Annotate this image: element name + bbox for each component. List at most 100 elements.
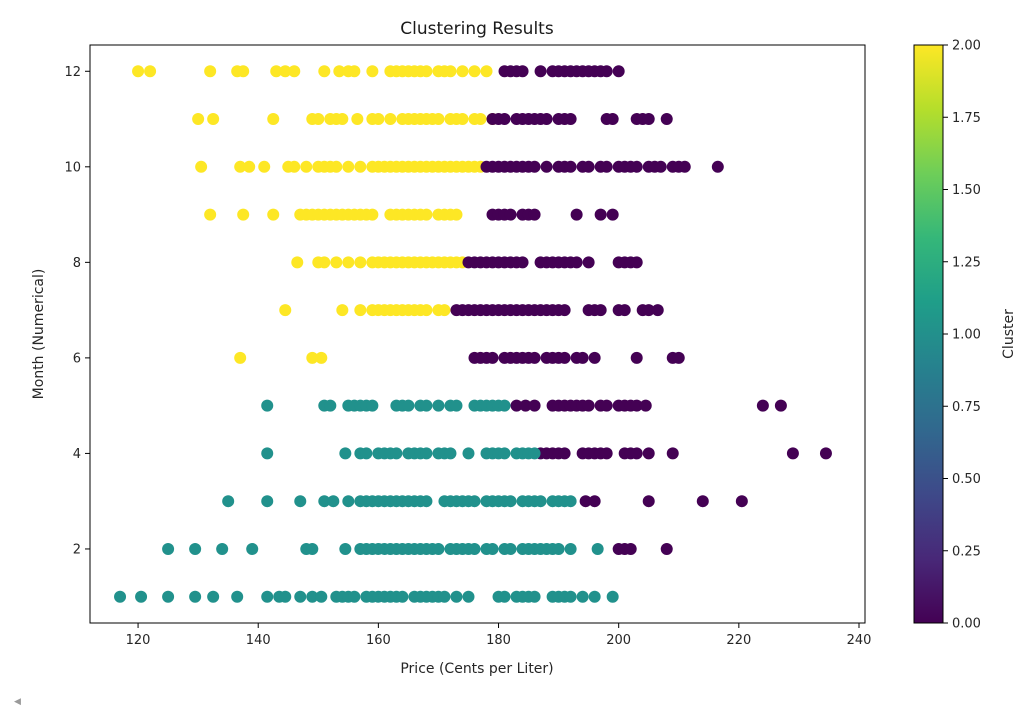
data-point-cluster-1: [306, 590, 319, 603]
data-point-cluster-1: [591, 542, 604, 555]
data-point-cluster-2: [336, 113, 349, 126]
data-point-cluster-2: [456, 113, 469, 126]
colorbar: 0.00 0.25 0.50 0.75 1.00 1.25 1.50 1.75 2.00 Clu…: [913, 39, 1017, 632]
data-point-cluster-0: [606, 113, 619, 126]
data-point-cluster-1: [402, 399, 415, 412]
data-point-cluster-1: [261, 590, 274, 603]
x-tick-label: 200: [606, 633, 631, 648]
data-point-cluster-1: [420, 399, 433, 412]
data-point-cluster-2: [267, 113, 280, 126]
data-point-cluster-0: [630, 160, 643, 173]
scroll-left-icon[interactable]: ◀: [14, 697, 21, 707]
data-point-cluster-1: [327, 495, 340, 508]
data-point-cluster-0: [660, 113, 673, 126]
data-point-cluster-1: [246, 542, 259, 555]
data-point-cluster-1: [504, 495, 517, 508]
data-point-cluster-0: [678, 160, 691, 173]
data-point-cluster-2: [312, 113, 325, 126]
x-tick-label: 180: [486, 633, 511, 648]
data-point-cluster-0: [528, 208, 541, 221]
data-point-cluster-1: [432, 542, 445, 555]
data-point-cluster-2: [204, 208, 217, 221]
data-point-cluster-0: [642, 304, 655, 317]
data-point-cluster-1: [576, 590, 589, 603]
x-axis: 120 140 160 180 200 220 240: [126, 623, 872, 648]
data-point-cluster-2: [234, 160, 247, 173]
data-point-cluster-1: [450, 590, 463, 603]
data-point-cluster-0: [510, 399, 523, 412]
data-point-cluster-0: [819, 447, 832, 460]
data-point-cluster-1: [504, 542, 517, 555]
data-point-cluster-0: [672, 351, 685, 364]
data-point-cluster-2: [420, 208, 433, 221]
data-point-cluster-2: [342, 160, 355, 173]
data-point-cluster-2: [288, 160, 301, 173]
data-point-cluster-2: [366, 208, 379, 221]
data-point-cluster-2: [450, 208, 463, 221]
data-point-cluster-2: [279, 304, 292, 317]
data-point-cluster-0: [558, 447, 571, 460]
data-point-cluster-2: [474, 113, 487, 126]
data-point-cluster-1: [606, 590, 619, 603]
data-point-cluster-2: [444, 65, 457, 78]
y-tick-label: 6: [73, 351, 81, 366]
data-point-cluster-2: [432, 113, 445, 126]
data-point-cluster-0: [630, 351, 643, 364]
data-point-cluster-2: [336, 304, 349, 317]
x-tick-label: 120: [126, 633, 151, 648]
data-point-cluster-2: [330, 256, 343, 269]
data-point-cluster-2: [456, 65, 469, 78]
y-tick-label: 10: [64, 160, 81, 175]
data-point-cluster-0: [606, 208, 619, 221]
colorbar-tick-label: 1.00: [952, 328, 981, 343]
data-point-cluster-2: [237, 208, 250, 221]
data-point-cluster-0: [774, 399, 787, 412]
data-point-cluster-1: [348, 590, 361, 603]
data-point-cluster-2: [195, 160, 208, 173]
data-point-cluster-0: [630, 256, 643, 269]
colorbar-tick-label: 0.75: [952, 400, 981, 415]
data-point-cluster-0: [711, 160, 724, 173]
data-point-cluster-0: [582, 399, 595, 412]
data-point-cluster-0: [612, 65, 625, 78]
x-tick-label: 240: [847, 633, 872, 648]
data-point-cluster-0: [600, 65, 613, 78]
data-point-cluster-1: [342, 495, 355, 508]
data-point-cluster-0: [696, 495, 709, 508]
y-tick-label: 2: [73, 542, 81, 557]
data-point-cluster-0: [594, 304, 607, 317]
data-point-cluster-0: [540, 113, 553, 126]
data-point-cluster-1: [366, 399, 379, 412]
data-point-cluster-1: [564, 495, 577, 508]
data-point-cluster-1: [498, 447, 511, 460]
x-tick-label: 140: [246, 633, 271, 648]
data-point-cluster-0: [756, 399, 769, 412]
data-point-cluster-0: [630, 447, 643, 460]
data-point-cluster-2: [372, 113, 385, 126]
data-point-cluster-0: [519, 399, 532, 412]
data-point-cluster-2: [315, 351, 328, 364]
data-point-cluster-1: [420, 495, 433, 508]
colorbar-tick-label: 0.25: [952, 544, 981, 559]
data-point-cluster-2: [468, 65, 481, 78]
data-point-cluster-0: [570, 256, 583, 269]
data-point-cluster-2: [366, 65, 379, 78]
data-point-cluster-2: [348, 65, 361, 78]
data-point-cluster-1: [114, 590, 127, 603]
data-point-cluster-0: [786, 447, 799, 460]
data-point-cluster-1: [294, 590, 307, 603]
data-point-cluster-0: [582, 160, 595, 173]
data-point-cluster-2: [267, 208, 280, 221]
colorbar-gradient: [913, 44, 944, 624]
data-point-cluster-1: [162, 590, 175, 603]
data-point-cluster-0: [600, 399, 613, 412]
data-point-cluster-0: [639, 399, 652, 412]
x-tick-label: 160: [366, 633, 391, 648]
data-point-cluster-1: [318, 495, 331, 508]
data-point-cluster-0: [642, 495, 655, 508]
data-point-cluster-1: [135, 590, 148, 603]
data-point-cluster-1: [498, 399, 511, 412]
data-point-cluster-2: [270, 65, 283, 78]
data-point-cluster-1: [306, 542, 319, 555]
